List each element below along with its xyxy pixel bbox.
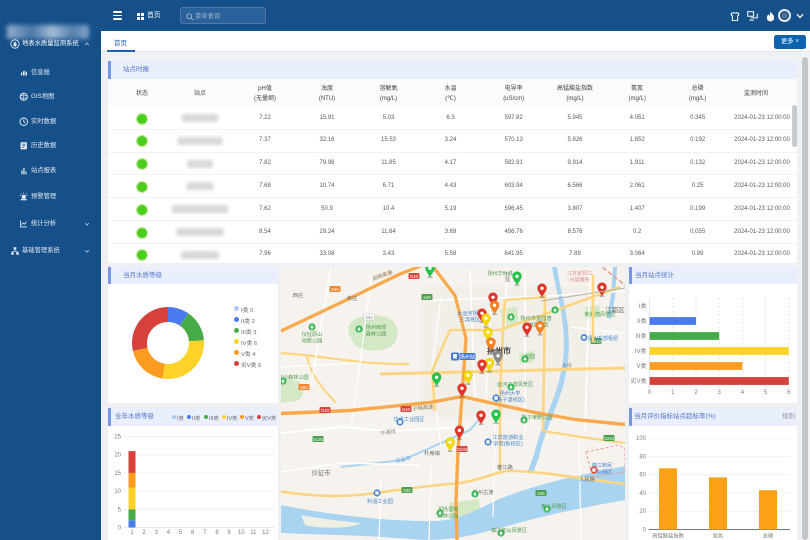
svg-text:10: 10 (238, 530, 245, 536)
svg-text:40: 40 (639, 490, 646, 496)
svg-text:80: 80 (639, 454, 646, 460)
svg-text:S82: S82 (300, 384, 308, 389)
svg-text:4: 4 (167, 530, 171, 536)
svg-text:S243: S243 (591, 338, 601, 343)
svg-text:20: 20 (114, 452, 121, 458)
svg-text:5: 5 (764, 390, 768, 396)
svg-text:3: 3 (155, 530, 159, 536)
svg-text:镇江金山风景区: 镇江金山风景区 (491, 526, 527, 534)
svg-text:III类: III类 (635, 332, 646, 340)
svg-text:焦山风景区: 焦山风景区 (541, 502, 567, 510)
svg-text:8: 8 (215, 530, 219, 536)
svg-text:运河三湾风景区: 运河三湾风景区 (497, 380, 533, 388)
svg-text:(扬子津校区): (扬子津校区) (495, 395, 525, 403)
svg-text:扬州东部枢纽: 扬州东部枢纽 (588, 335, 618, 342)
svg-text:2: 2 (694, 390, 698, 396)
svg-text:总磷: 总磷 (763, 531, 774, 539)
svg-text:S49: S49 (423, 294, 431, 299)
svg-text:6: 6 (191, 530, 195, 536)
svg-text:森林公园: 森林公园 (366, 329, 387, 337)
svg-text:II类: II类 (637, 317, 646, 325)
svg-text:100: 100 (636, 436, 647, 442)
svg-text:扬州华侨城: 扬州华侨城 (487, 270, 512, 277)
svg-text:0: 0 (118, 525, 122, 531)
svg-text:森林公园: 森林公园 (438, 511, 459, 519)
svg-text:9: 9 (227, 530, 231, 536)
svg-text:利涵工业园: 利涵工业园 (367, 497, 393, 505)
svg-text:5: 5 (179, 530, 183, 536)
svg-text:1: 1 (671, 390, 675, 396)
svg-text:西庄: 西庄 (293, 291, 304, 299)
svg-text:学院(新校区): 学院(新校区) (493, 439, 523, 447)
svg-text:镇江新民: 镇江新民 (592, 461, 613, 469)
svg-text:11: 11 (250, 530, 257, 536)
svg-text:产业园区: 产业园区 (592, 467, 613, 475)
svg-text:I类: I类 (639, 302, 647, 310)
svg-text:古运河: 古运河 (395, 454, 411, 464)
svg-text:12: 12 (262, 530, 269, 536)
svg-text:扬州市: 扬州市 (487, 345, 511, 355)
svg-text:15: 15 (114, 470, 121, 476)
svg-text:5: 5 (118, 507, 122, 513)
svg-text:捺山森林公园: 捺山森林公园 (281, 373, 309, 381)
svg-text:S36: S36 (403, 487, 411, 492)
svg-text:江苏省邗江: 江苏省邗江 (567, 270, 592, 277)
svg-text:10: 10 (114, 489, 121, 495)
svg-text:宁通线: 宁通线 (380, 426, 397, 436)
svg-text:7: 7 (203, 530, 207, 536)
svg-text:仪征原山: 仪征原山 (302, 330, 323, 338)
svg-text:20: 20 (639, 509, 646, 515)
svg-text:扬州站: 扬州站 (460, 353, 475, 360)
svg-text:6: 6 (787, 390, 791, 396)
svg-text:V类: V类 (636, 362, 646, 370)
svg-text:3: 3 (718, 390, 722, 396)
svg-text:江都区: 江都区 (605, 306, 625, 314)
svg-text:大圩: 大圩 (562, 362, 572, 369)
svg-text:茱萸湾风景区: 茱萸湾风景区 (584, 310, 615, 318)
svg-text:春江路: 春江路 (497, 463, 514, 471)
svg-text:X06: X06 (365, 314, 373, 319)
svg-text:S243: S243 (604, 435, 614, 440)
svg-text:0: 0 (648, 390, 652, 396)
svg-text:G40: G40 (410, 273, 419, 278)
svg-text:朴席镇: 朴席镇 (424, 449, 441, 457)
svg-text:人民路: 人民路 (579, 475, 596, 483)
svg-text:S125: S125 (313, 436, 323, 441)
svg-text:仪征市: 仪征市 (312, 468, 331, 477)
svg-text:朱庄: 朱庄 (347, 294, 358, 302)
svg-text:S49: S49 (331, 286, 339, 291)
svg-text:三湾景区: 三湾景区 (460, 315, 481, 323)
svg-text:氨氮: 氨氮 (713, 531, 724, 539)
svg-text:G40: G40 (402, 406, 411, 411)
svg-text:江苏旅游职业: 江苏旅游职业 (492, 433, 523, 441)
svg-text:S35: S35 (537, 490, 545, 495)
svg-text:大运河扬州: 大运河扬州 (457, 309, 483, 317)
svg-text:4: 4 (741, 390, 745, 396)
svg-text:IV类: IV类 (635, 347, 647, 355)
svg-text:扬子津野公园: 扬子津野公园 (521, 413, 552, 421)
svg-text:1: 1 (130, 530, 134, 536)
svg-text:扬州西郊: 扬州西郊 (366, 323, 387, 331)
svg-text:G233: G233 (457, 446, 468, 451)
svg-text:瓜州古渡: 瓜州古渡 (472, 488, 494, 496)
svg-text:0: 0 (643, 527, 647, 533)
svg-text:扬州大学: 扬州大学 (500, 389, 521, 397)
svg-text:州管理所: 州管理所 (569, 276, 589, 283)
svg-text:北路: 北路 (504, 271, 510, 283)
svg-text:2: 2 (142, 530, 146, 536)
svg-text:G40: G40 (321, 407, 330, 412)
svg-text:华睿工业园区: 华睿工业园区 (393, 415, 424, 423)
svg-text:何园: 何园 (525, 352, 535, 360)
svg-text:25: 25 (114, 434, 121, 440)
svg-text:60: 60 (639, 472, 646, 478)
svg-text:扬州市墨园唐: 扬州市墨园唐 (520, 314, 551, 322)
svg-text:劣V类: 劣V类 (630, 377, 646, 385)
svg-text:高锰酸盐指数: 高锰酸盐指数 (652, 531, 684, 539)
svg-text:润扬湿地: 润扬湿地 (438, 505, 459, 513)
svg-text:沪陕高速: 沪陕高速 (412, 402, 433, 412)
svg-text:地质公园: 地质公园 (302, 336, 323, 344)
